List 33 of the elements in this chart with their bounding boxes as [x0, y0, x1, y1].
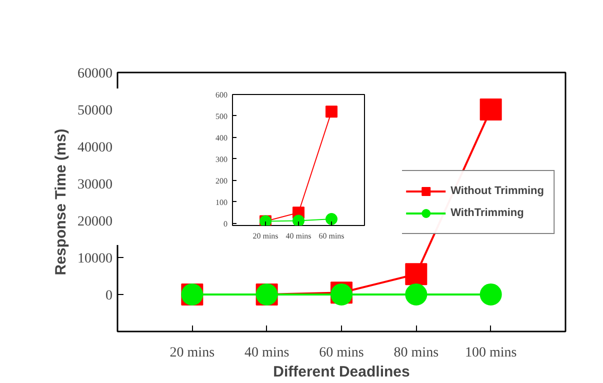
y-tick-label: 50000 — [78, 104, 112, 118]
point — [326, 213, 338, 226]
point — [292, 214, 304, 226]
x-tick-label: 60 mins — [318, 232, 344, 240]
legend-label: Without Trimming — [450, 184, 544, 196]
x-axis-title: Different Deadlines — [273, 364, 410, 380]
y-tick-label: 0 — [106, 288, 112, 304]
x-tick-label: 40 mins — [244, 346, 290, 360]
point — [405, 284, 428, 306]
point — [480, 284, 502, 306]
y-tick-label: 20000 — [78, 214, 112, 230]
y-tick-label: 500 — [216, 112, 228, 121]
x-tick-label: 20 mins — [252, 232, 278, 240]
y-tick-label: 100 — [216, 198, 228, 207]
point — [480, 98, 502, 120]
y-axis-title: Response Time (ms) — [52, 128, 70, 276]
legend-label: WithTrimming — [450, 206, 524, 218]
x-tick-label: 20 mins — [170, 346, 215, 360]
x-tick-label: 100 mins — [464, 346, 517, 360]
x-tick-label: 80 mins — [394, 346, 439, 360]
point — [326, 106, 338, 118]
point — [405, 263, 428, 286]
x-tick-label: 60 mins — [319, 346, 364, 360]
y-tick-label: 600 — [216, 90, 228, 100]
y-tick-label: 200 — [216, 176, 228, 186]
y-tick-label: 10000 — [78, 252, 112, 266]
y-tick-label: 400 — [216, 133, 228, 142]
x-tick-label: 40 mins — [286, 232, 312, 240]
y-tick-label: 40000 — [78, 140, 112, 156]
y-tick-label: 30000 — [78, 178, 112, 192]
y-tick-label: 300 — [216, 154, 228, 164]
y-tick-label: 60000 — [78, 66, 112, 82]
y-tick-label: 0 — [224, 219, 228, 228]
